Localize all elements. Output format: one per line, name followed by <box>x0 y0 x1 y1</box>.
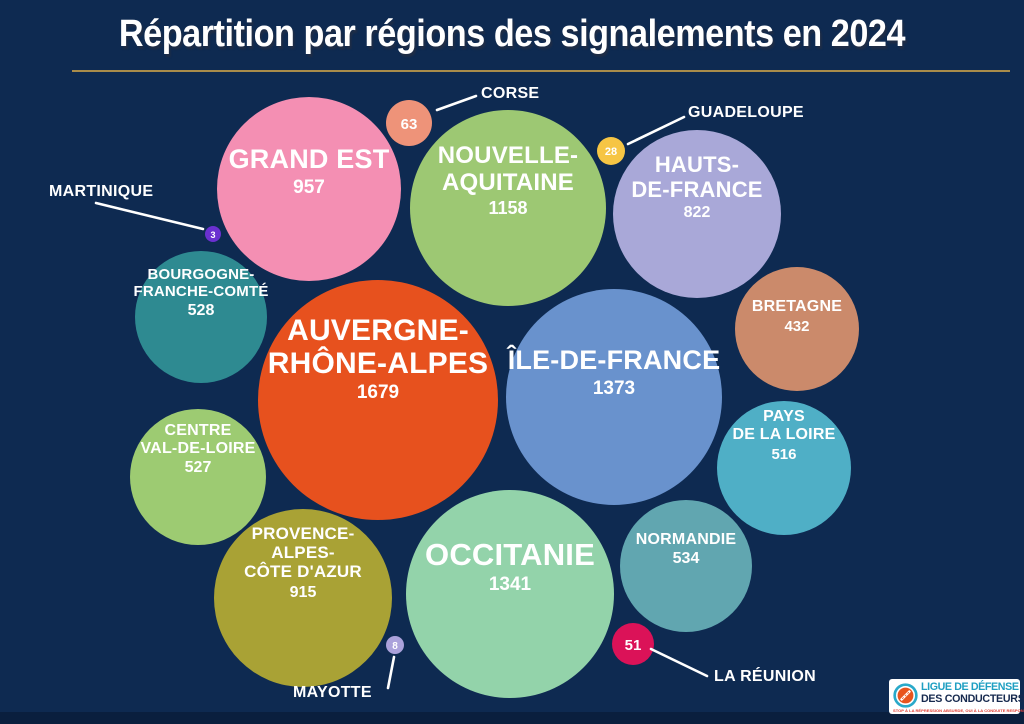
bubble-value: 1158 <box>488 197 528 218</box>
bubble-value: 28 <box>604 146 618 158</box>
callout-label-mayotte: MAYOTTE <box>293 684 372 701</box>
bubble-value: 51 <box>624 637 642 654</box>
bubble-value: 822 <box>683 203 711 221</box>
bubble-label: 8 <box>392 639 398 652</box>
bubble-region-name: ÎLE-DE-FRANCE <box>507 345 721 376</box>
bubble-value: 1373 <box>592 377 636 399</box>
bubble-bretagne: BRETAGNE 432 <box>735 267 859 391</box>
bubble-region-name: VAL-DE-LOIRE <box>140 439 256 457</box>
callout-label-martinique: MARTINIQUE <box>49 183 154 200</box>
bubble-region-name: PAYS <box>763 408 805 426</box>
bubble-value: 528 <box>187 302 215 319</box>
bubble-auvergne-rhone-alpes: AUVERGNE- RHÔNE-ALPES 1679 <box>258 280 498 520</box>
bubble-hauts-de-france: HAUTS- DE-FRANCE 822 <box>613 130 781 298</box>
bubble-region-name: AUVERGNE- <box>287 314 469 347</box>
bubble-value: 1679 <box>356 382 400 403</box>
callout-line-la-reunion <box>649 647 709 678</box>
bubble-region-name: GRAND EST <box>228 144 390 175</box>
bubble-region-name: DE-FRANCE <box>631 176 763 202</box>
bubble-label: ÎLE-DE-FRANCE 1373 <box>507 345 721 399</box>
bubble-region-name: CENTRE <box>164 421 232 439</box>
bubble-region-name: PROVENCE- <box>251 524 355 544</box>
bubble-region-name: OCCITANIE <box>425 536 595 572</box>
bubble-mayotte: 8 <box>386 636 404 654</box>
bubble-normandie: NORMANDIE 534 <box>620 500 752 632</box>
bubble-label: 28 <box>605 144 617 158</box>
bubble-label: CENTRE VAL-DE-LOIRE 527 <box>141 422 256 476</box>
callout-label-corse: CORSE <box>481 85 540 102</box>
bubble-label: AUVERGNE- RHÔNE-ALPES 1679 <box>268 314 489 402</box>
logo-tagline: STOP À LA RÉPRESSION ABSURDE, OUI À LA C… <box>893 708 1024 713</box>
bubble-label: OCCITANIE 1341 <box>425 536 595 596</box>
bubble-corse: 63 <box>386 100 432 146</box>
bubble-label: BOURGOGNE- FRANCHE-COMTÉ 528 <box>133 266 269 319</box>
logo-line1: LIGUE DE DÉFENSE <box>921 681 1019 693</box>
bubble-region-name: AQUITAINE <box>441 168 575 196</box>
bubble-region-name: ALPES- <box>271 543 335 563</box>
callout-label-la-reunion: LA RÉUNION <box>714 668 816 685</box>
bubble-value: 3 <box>210 230 216 240</box>
bubble-label: PAYS DE LA LOIRE 516 <box>733 408 836 461</box>
bubble-guadeloupe: 28 <box>597 137 625 165</box>
bubble-pays-de-la-loire: PAYS DE LA LOIRE 516 <box>717 401 851 535</box>
bubble-region-name: BRETAGNE <box>751 298 843 316</box>
bubble-region-name: FRANCHE-COMTÉ <box>133 282 269 300</box>
bubble-label: 3 <box>210 228 215 240</box>
logo-text: LIGUE DE DÉFENSE DES CONDUCTEURS <box>921 681 1024 705</box>
logo-line2: DES CONDUCTEURS <box>921 692 1024 705</box>
bubble-region-name: CÔTE D'AZUR <box>244 561 362 581</box>
bubble-label: BRETAGNE 432 <box>752 298 842 334</box>
bubble-region-name: BOURGOGNE- <box>147 266 255 283</box>
bubble-value: 432 <box>784 317 810 335</box>
ldc-logo-icon <box>893 683 918 708</box>
bubble-region-name: NOUVELLE- <box>437 142 579 170</box>
bubble-label: GRAND EST 957 <box>228 144 390 198</box>
bubble-region-name: RHÔNE-ALPES <box>267 347 489 380</box>
bubble-value: 516 <box>771 445 797 463</box>
bubble-value: 8 <box>392 640 398 652</box>
bubble-centre-val-de-loire: CENTRE VAL-DE-LOIRE 527 <box>130 409 266 545</box>
callout-line-martinique <box>94 201 205 231</box>
logo-box: LIGUE DE DÉFENSE DES CONDUCTEURS STOP À … <box>889 679 1024 714</box>
bottom-strip <box>0 712 1024 724</box>
bubble-label: PROVENCE- ALPES- CÔTE D'AZUR 915 <box>244 525 362 600</box>
bubble-label: 63 <box>401 114 418 132</box>
bubble-value: 534 <box>672 550 700 568</box>
bubble-value: 63 <box>400 116 418 133</box>
callout-line-mayotte <box>386 655 396 690</box>
bubble-value: 527 <box>184 459 212 477</box>
bubble-label: NOUVELLE- AQUITAINE 1158 <box>437 142 579 218</box>
callout-line-corse <box>435 94 478 112</box>
bubble-martinique: 3 <box>205 226 221 242</box>
bubble-region-name: NORMANDIE <box>635 530 737 548</box>
bubble-nouvelle-aquitaine: NOUVELLE- AQUITAINE 1158 <box>410 110 606 306</box>
bubble-region-name: HAUTS- <box>654 152 740 178</box>
bubble-bourgogne-franche-comte: BOURGOGNE- FRANCHE-COMTÉ 528 <box>133 251 269 383</box>
bubble-ile-de-france: ÎLE-DE-FRANCE 1373 <box>506 289 722 505</box>
bubble-la-reunion: 51 <box>612 623 654 665</box>
title-underline <box>72 70 1010 72</box>
bubble-provence-alpes-cote-d-azur: PROVENCE- ALPES- CÔTE D'AZUR 915 <box>214 509 392 687</box>
bubble-grand-est: GRAND EST 957 <box>217 97 401 281</box>
bubble-region-name: DE LA LOIRE <box>732 426 836 443</box>
bubble-value: 915 <box>289 583 317 601</box>
page-title: Répartition par régions des signalements… <box>118 13 906 55</box>
bubble-value: 957 <box>293 176 325 198</box>
callout-label-guadeloupe: GUADELOUPE <box>688 104 804 121</box>
bubble-value: 1341 <box>488 574 532 596</box>
bubble-label: NORMANDIE 534 <box>636 531 736 568</box>
bubble-occitanie: OCCITANIE 1341 <box>406 490 614 698</box>
bubble-label: 51 <box>625 635 642 653</box>
bubble-label: HAUTS- DE-FRANCE 822 <box>631 152 763 221</box>
